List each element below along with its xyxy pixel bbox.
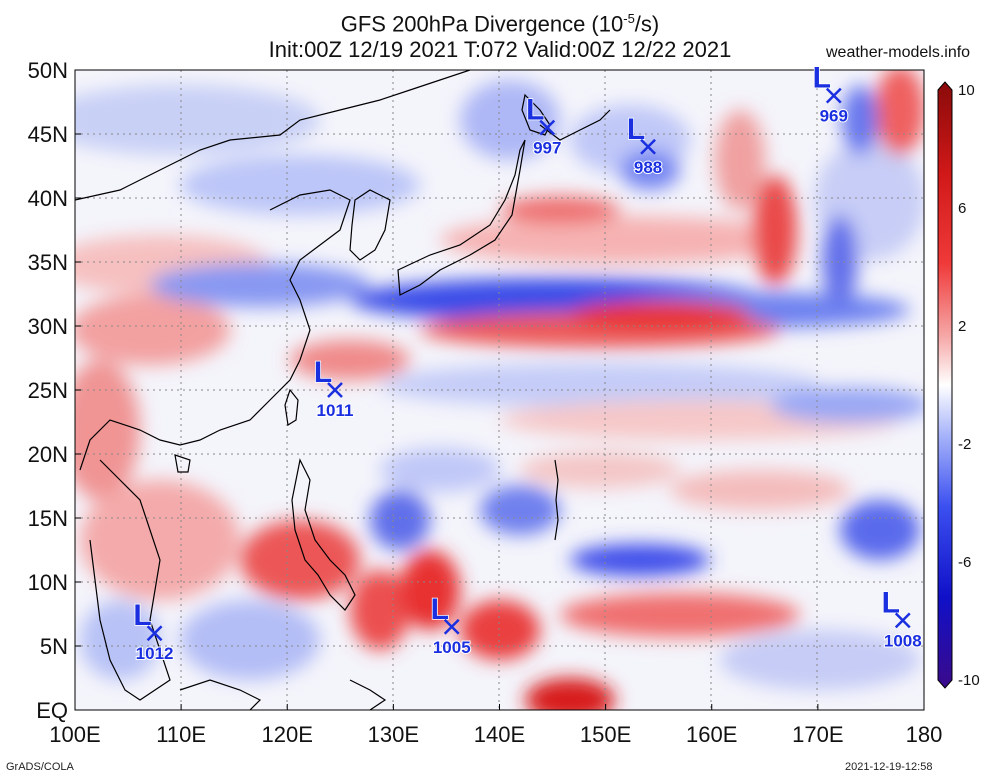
lat-label: 10N <box>28 570 68 595</box>
lat-label: 25N <box>28 378 68 403</box>
colorbar-label: -6 <box>958 554 971 571</box>
low-letter: L <box>314 356 332 389</box>
lat-label: 20N <box>28 442 68 467</box>
colorbar: 10 6 2 -2 -6 -10 <box>937 81 980 689</box>
low-center-x <box>539 119 556 136</box>
colorbar-label: -2 <box>958 436 971 453</box>
low-pressure: 1012 <box>136 644 174 663</box>
low-center-x <box>327 382 343 398</box>
low-letter: L <box>526 94 544 127</box>
low-center-x <box>640 138 656 155</box>
low-center-x <box>894 612 911 629</box>
colorbar-label: 6 <box>958 200 966 217</box>
low-letter: L <box>882 586 900 619</box>
low-pressure: 988 <box>634 158 662 177</box>
axis-ticks <box>74 69 925 711</box>
low-marker: L 988 <box>626 112 663 178</box>
graticule <box>75 70 924 710</box>
low-marker: L 1005 <box>430 592 472 658</box>
low-marker: L 1011 <box>313 355 354 421</box>
latitude-labels: 50N 45N 40N 35N 30N 25N 20N 15N 10N 5N EQ <box>28 58 68 723</box>
footer-timestamp: 2021-12-19-12:58 <box>845 761 933 773</box>
chart-title: GFS 200hPa Divergence (10-5/s) <box>340 11 660 37</box>
low-pressure: 969 <box>820 107 848 126</box>
low-pressure: 997 <box>533 139 561 158</box>
colorbar-ramp <box>937 81 953 689</box>
lat-label: 40N <box>28 186 68 211</box>
lat-label: 30N <box>28 314 68 339</box>
lat-label: 15N <box>28 506 68 531</box>
lon-label: 160E <box>686 722 737 747</box>
lat-label: 5N <box>40 634 68 659</box>
low-letter: L <box>431 593 449 626</box>
low-center-x <box>146 625 163 642</box>
lat-label: 35N <box>28 250 68 275</box>
low-pressure: 1008 <box>884 631 922 650</box>
low-center-x <box>825 87 842 104</box>
divergence-field <box>75 70 924 710</box>
low-letter: L <box>133 599 151 632</box>
lon-label: 150E <box>580 722 631 747</box>
low-center-x <box>443 618 460 635</box>
low-pressure: 1011 <box>317 401 354 420</box>
low-letter: L <box>813 62 831 95</box>
colorbar-label: 2 <box>958 318 966 335</box>
low-pressure-markers: L 997 L 988 L 969 L 1011 L 1012 L 1005 L 1008 <box>133 61 923 664</box>
lon-label: 140E <box>474 722 525 747</box>
colorbar-label: 10 <box>958 82 975 99</box>
lon-label: 180 <box>906 722 943 747</box>
lat-label: EQ <box>36 698 68 723</box>
low-marker: L 969 <box>812 61 849 127</box>
low-pressure: 1005 <box>433 638 471 657</box>
low-letter: L <box>627 113 645 146</box>
lon-label: 110E <box>156 722 206 747</box>
lon-label: 130E <box>368 722 419 747</box>
low-marker: L 1008 <box>881 586 923 652</box>
low-marker: L 1012 <box>133 598 175 664</box>
lon-label: 100E <box>49 722 100 747</box>
watermark: weather-models.info <box>826 44 971 61</box>
lat-label: 45N <box>28 122 68 147</box>
lat-label: 50N <box>28 58 68 83</box>
lon-label: 120E <box>262 722 313 747</box>
chart-subtitle: Init:00Z 12/19 2021 T:072 Valid:00Z 12/2… <box>268 37 732 62</box>
footer-credit: GrADS/COLA <box>6 761 74 773</box>
colorbar-labels: 10 6 2 -2 -6 -10 <box>958 82 980 689</box>
colorbar-label: -10 <box>958 672 980 689</box>
low-marker: L 997 <box>525 93 562 159</box>
longitude-labels: 100E 110E 120E 130E 140E 150E 160E 170E 180 <box>49 722 942 747</box>
lon-label: 170E <box>792 722 843 747</box>
